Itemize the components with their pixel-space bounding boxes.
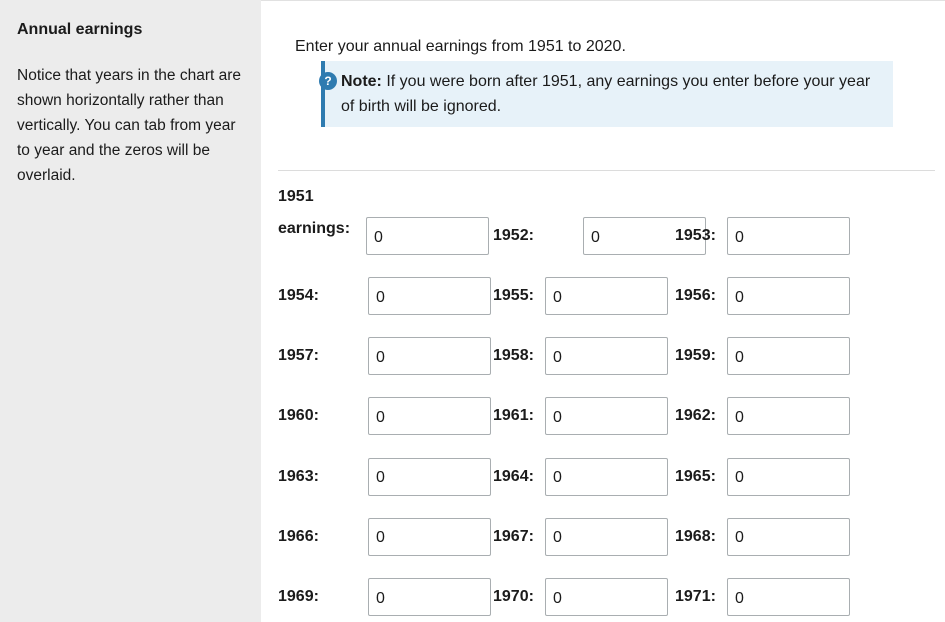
year-label: 1964: (493, 467, 534, 485)
year-label: 1958: (493, 347, 534, 365)
earnings-input[interactable] (368, 578, 491, 616)
earnings-input[interactable] (545, 277, 668, 315)
sidebar-title: Annual earnings (17, 21, 143, 38)
note-box: ? Note: If you were born after 1951, any… (319, 61, 893, 127)
sidebar: Annual earnings Notice that years in the… (0, 0, 261, 622)
year-label: 1971: (675, 588, 716, 605)
year-label: 1960: (278, 407, 319, 425)
earnings-input[interactable] (727, 337, 850, 376)
year-label: 1970: (493, 588, 534, 605)
year-label: 1954: (278, 287, 319, 304)
main-content: Enter your annual earnings from 1951 to … (261, 0, 945, 622)
earnings-input[interactable] (727, 457, 850, 496)
year-label: 1966: (278, 527, 319, 545)
earnings-input[interactable] (368, 457, 491, 496)
year-label: 1963: (278, 467, 319, 485)
year-label: 1959: (675, 347, 716, 365)
year-label: 1952: (493, 227, 534, 244)
earnings-input[interactable] (545, 397, 668, 436)
earnings-input[interactable] (368, 277, 491, 315)
year-label: 1953: (675, 227, 716, 244)
year-label: 1969: (278, 588, 319, 605)
note-label: Note: (341, 73, 382, 90)
year-label: 1965: (675, 467, 716, 485)
year-label: 1955: (493, 287, 534, 304)
earnings-input[interactable] (368, 397, 491, 436)
year-label: 1961: (493, 407, 534, 425)
year-label: 1957: (278, 347, 319, 365)
top-divider (261, 0, 945, 1)
year-label: 1967: (493, 527, 534, 545)
earnings-input[interactable] (727, 397, 850, 436)
section-divider (278, 170, 935, 171)
earnings-input[interactable] (545, 337, 668, 376)
earnings-input[interactable] (727, 517, 850, 556)
question-icon: ? (319, 72, 337, 90)
earnings-input[interactable] (727, 277, 850, 315)
intro-text: Enter your annual earnings from 1951 to … (295, 38, 626, 55)
earnings-input[interactable] (727, 578, 850, 616)
earnings-input[interactable] (368, 517, 491, 556)
year-label-1951-word: earnings: (278, 220, 351, 237)
earnings-input[interactable] (368, 337, 491, 376)
sidebar-description: Notice that years in the chart are shown… (17, 67, 242, 184)
year-label: 1956: (675, 287, 716, 304)
note-text: If you were born after 1951, any earning… (341, 73, 871, 115)
earnings-input[interactable] (545, 457, 668, 496)
earnings-input[interactable] (727, 217, 850, 255)
year-label: 1968: (675, 527, 716, 545)
earnings-input[interactable] (545, 517, 668, 556)
earnings-input[interactable] (583, 217, 706, 255)
earnings-input-1951[interactable] (366, 217, 489, 255)
year-label-1951: 1951 earnings: (278, 187, 350, 239)
year-label-1951-year: 1951 (278, 188, 314, 205)
earnings-input[interactable] (545, 578, 668, 616)
year-label: 1962: (675, 407, 716, 425)
